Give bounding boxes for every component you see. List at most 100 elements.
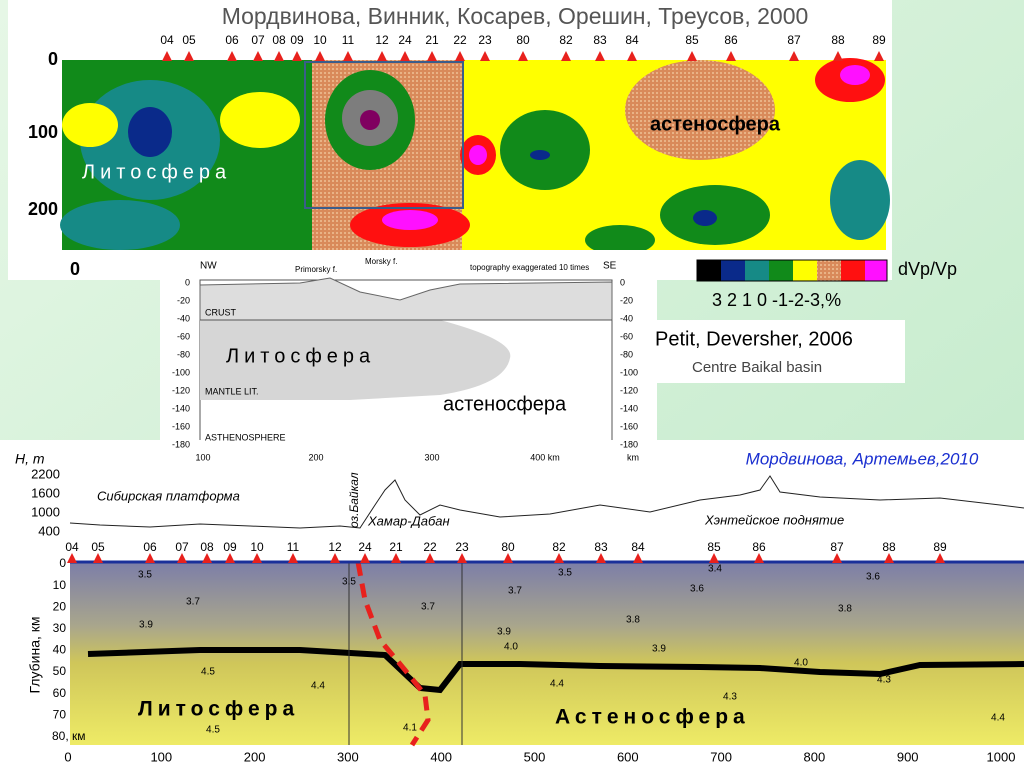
- x-tick-label: 400 km: [530, 452, 560, 462]
- y-tick-label: 30: [53, 621, 67, 635]
- y-tick-label: -120: [620, 385, 638, 395]
- station-label: 24: [398, 33, 412, 47]
- x-tick-label: 500: [524, 749, 546, 764]
- y-tick-label: 80, км: [52, 729, 86, 743]
- y-tick-label: 0: [620, 277, 625, 287]
- station-label: 21: [389, 540, 403, 554]
- station-label: 89: [872, 33, 886, 47]
- x-unit: km: [627, 452, 639, 462]
- station-marker: [315, 51, 325, 61]
- y-tick-label: 2200: [31, 466, 60, 481]
- station-marker: [754, 553, 764, 563]
- station-label: 86: [724, 33, 738, 47]
- y-tick-label: -180: [620, 439, 638, 449]
- station-marker: [202, 553, 212, 563]
- x-tick-label: 0: [70, 259, 80, 279]
- station-label: 82: [559, 33, 573, 47]
- subtitle: Centre Baikal basin: [692, 359, 822, 376]
- station-marker: [377, 51, 387, 61]
- station-label: 08: [200, 540, 214, 554]
- station-marker: [360, 553, 370, 563]
- x-tick-label: 300: [424, 452, 439, 462]
- y-tick-label: 10: [53, 578, 67, 592]
- y-tick-label: -20: [620, 295, 633, 305]
- layer-label: ASTHENOSPHERE: [205, 432, 286, 442]
- station-label: 05: [91, 540, 105, 554]
- y-tick-label: 20: [53, 599, 67, 613]
- y-tick-label: 40: [53, 643, 67, 657]
- station-marker: [595, 51, 605, 61]
- y-tick-label: -100: [620, 367, 638, 377]
- y-tick-label: -40: [620, 313, 633, 323]
- velocity-section: [70, 562, 1024, 745]
- station-marker: [67, 553, 77, 563]
- station-marker: [596, 553, 606, 563]
- station-marker: [274, 51, 284, 61]
- station-marker: [400, 51, 410, 61]
- contour-label: 3.7: [186, 597, 200, 608]
- contour-label: 3.8: [626, 615, 640, 626]
- legend-scale: 3 2 1 0 -1-2-3,%: [712, 290, 841, 310]
- station-marker: [288, 553, 298, 563]
- region-label: Литосфера: [138, 698, 299, 721]
- y-tick-label: 1000: [31, 504, 60, 519]
- station-label: 22: [453, 33, 467, 47]
- station-label: 05: [182, 33, 196, 47]
- region-label: Астеносфера: [555, 706, 750, 729]
- axis-label: Глубина, км: [27, 616, 43, 693]
- region-label: астеносфера: [443, 393, 567, 415]
- station-label: 10: [313, 33, 327, 47]
- label: Хамар-Дабан: [367, 513, 450, 528]
- station-marker: [253, 51, 263, 61]
- y-tick-label: -140: [172, 403, 190, 413]
- y-tick-label: 0: [48, 49, 58, 69]
- topography: [69, 475, 1024, 529]
- station-marker: [833, 51, 843, 61]
- station-label: 89: [933, 540, 947, 554]
- station-label: 21: [425, 33, 439, 47]
- station-label: 24: [358, 540, 372, 554]
- contour-label: 3.6: [866, 572, 880, 583]
- y-tick-label: -160: [172, 421, 190, 431]
- station-marker: [627, 51, 637, 61]
- x-tick-label: 1000: [987, 749, 1016, 764]
- y-tick-label: 0: [59, 556, 66, 570]
- station-label: 84: [631, 540, 645, 554]
- contour-label: 3.9: [139, 620, 153, 631]
- y-tick-label: 200: [28, 199, 58, 219]
- contour-label: 3.7: [421, 602, 435, 613]
- station-label: 09: [290, 33, 304, 47]
- contour-label: 4.3: [723, 692, 737, 703]
- label: оз.Байкал: [347, 472, 361, 528]
- label: topography exaggerated 10 times: [470, 263, 589, 272]
- region-label: астеносфера: [650, 113, 781, 135]
- contour-label: 4.4: [311, 681, 325, 692]
- station-label: 88: [882, 540, 896, 554]
- station-marker: [561, 51, 571, 61]
- contour-label: 4.5: [201, 667, 215, 678]
- contour-label: 4.0: [504, 642, 518, 653]
- station-label: 11: [287, 540, 300, 554]
- contour-label: 3.8: [838, 604, 852, 615]
- y-tick-label: -160: [620, 421, 638, 431]
- contour-label: 4.4: [991, 713, 1005, 724]
- station-label: 04: [65, 540, 79, 554]
- contour-label: 4.3: [877, 675, 891, 686]
- y-tick-label: -20: [177, 295, 190, 305]
- station-marker: [687, 51, 697, 61]
- station-marker: [227, 51, 237, 61]
- contour-label: 3.5: [342, 577, 356, 588]
- station-marker: [330, 553, 340, 563]
- tomography-map: [60, 58, 890, 255]
- x-tick-label: 0: [64, 749, 71, 764]
- station-label: 83: [594, 540, 608, 554]
- y-tick-label: 100: [28, 122, 58, 142]
- station-marker: [162, 51, 172, 61]
- station-marker: [225, 553, 235, 563]
- contour-label: 4.0: [794, 658, 808, 669]
- title: Мордвинова, Артемьев,2010: [746, 449, 979, 468]
- station-marker: [427, 51, 437, 61]
- station-marker: [391, 553, 401, 563]
- legend-title: dVp/Vp: [898, 259, 957, 279]
- station-label: 88: [831, 33, 845, 47]
